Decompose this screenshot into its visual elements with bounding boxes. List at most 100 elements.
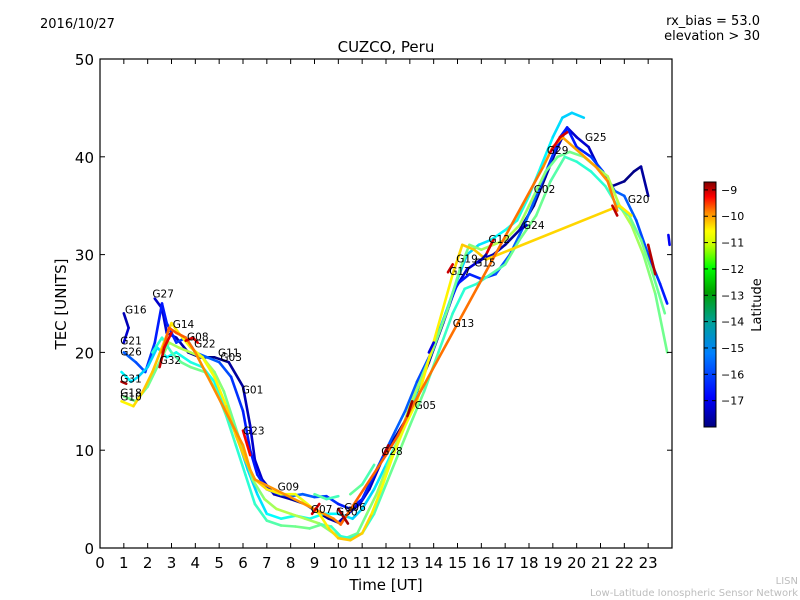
x-tick-label: 5	[214, 554, 224, 572]
series-segment	[339, 534, 352, 540]
series-segment	[391, 424, 407, 457]
series-segment	[613, 189, 626, 198]
satellite-label: G26	[120, 346, 142, 358]
series-segment	[549, 135, 562, 154]
rx-bias-label: rx_bias = 53.0	[666, 14, 760, 29]
series-segment	[627, 214, 643, 242]
series-segment	[234, 434, 247, 462]
satellite-label: G23	[243, 426, 265, 438]
series-segment	[272, 492, 293, 501]
series-segment	[458, 243, 471, 271]
series-segment	[518, 194, 536, 227]
series-segment	[122, 351, 138, 364]
series-segment	[217, 360, 233, 379]
series-layer	[120, 111, 671, 542]
series-segment	[336, 502, 352, 511]
satellite-label: G03	[220, 352, 242, 364]
series-segment	[289, 512, 307, 521]
series-segment	[384, 453, 400, 486]
series-segment	[165, 351, 178, 359]
series-segment	[651, 272, 667, 315]
series-segment	[382, 443, 390, 457]
satellite-label: G30	[336, 507, 358, 519]
series-segment	[484, 204, 621, 261]
x-tick-label: 21	[591, 554, 610, 572]
series-segment	[589, 170, 607, 188]
series-segment	[563, 155, 579, 163]
x-axis: 0 1 2 3 4 5 6 7 8 9 10 11 12 13 14 15 16 17 18 19 20 21 22 23	[95, 59, 658, 572]
series-segment	[303, 517, 321, 525]
series-segment	[141, 370, 154, 393]
series-segment	[642, 253, 657, 296]
x-tick-label: 22	[615, 554, 634, 572]
series-segment	[515, 194, 531, 222]
series-segment	[532, 175, 548, 207]
series-segment	[372, 463, 388, 491]
series-segment	[136, 365, 149, 379]
x-tick-label: 0	[95, 554, 105, 572]
series-segment	[241, 443, 252, 472]
y-tick-label: 10	[75, 442, 94, 460]
series-segment	[384, 434, 400, 457]
series-segment	[339, 453, 388, 526]
series-segment	[153, 302, 164, 344]
colorbar-tick-label: −14	[721, 316, 744, 329]
series-segment	[255, 492, 269, 516]
satellite-label: G18	[120, 387, 142, 399]
series-segment	[551, 116, 564, 139]
satellite-label: G16	[125, 304, 147, 316]
satellite-label: G25	[585, 132, 607, 144]
series-segment	[575, 160, 593, 173]
satellite-label: G19	[456, 253, 478, 265]
series-segment	[406, 399, 414, 418]
series-segment	[518, 224, 528, 232]
series-segment	[415, 272, 455, 403]
series-segment	[477, 253, 488, 264]
series-segment	[630, 224, 645, 256]
series-segment	[229, 375, 245, 413]
series-segment	[122, 326, 130, 344]
series-segment	[408, 390, 426, 428]
series-segment	[251, 478, 266, 501]
series-segment	[646, 243, 657, 276]
series-segment	[518, 214, 538, 242]
x-tick-label: 11	[353, 554, 372, 572]
x-tick-label: 10	[329, 554, 348, 572]
series-segment	[213, 370, 226, 393]
series-segment	[446, 267, 462, 310]
series-segment	[437, 311, 455, 354]
series-segment	[248, 468, 257, 481]
series-segment	[332, 517, 343, 526]
x-tick-label: 13	[400, 554, 419, 572]
series-segment	[191, 336, 199, 344]
colorbar-tick-label: −13	[721, 289, 744, 302]
series-segment	[248, 424, 257, 462]
satellite-label: G08	[187, 332, 209, 344]
series-segment	[120, 399, 135, 408]
series-segment	[336, 507, 350, 525]
series-segment	[120, 370, 133, 384]
colorbar-label: Latitude	[750, 278, 765, 332]
series-segment	[167, 326, 178, 335]
series-segment	[370, 487, 383, 516]
series-segment	[360, 487, 376, 511]
satellite-label: G28	[381, 446, 403, 458]
series-segment	[348, 531, 364, 542]
series-segment	[606, 175, 621, 207]
series-segment	[356, 512, 369, 535]
series-segment	[313, 492, 328, 501]
x-tick-label: 18	[519, 554, 538, 572]
y-tick-label: 0	[84, 540, 94, 558]
colorbar: −9 −10 −11 −12 −13 −14 −15 −16 −17 Latitude	[703, 181, 765, 428]
series-segment	[606, 180, 619, 212]
series-segment	[396, 424, 412, 457]
series-segment	[170, 351, 183, 364]
series-segment	[565, 126, 579, 149]
series-segment	[179, 360, 192, 369]
series-segment	[451, 287, 467, 315]
series-segment	[653, 292, 669, 354]
series-segment	[327, 527, 340, 540]
series-segment	[227, 360, 245, 388]
series-segment	[308, 512, 326, 521]
x-tick-label: 23	[639, 554, 658, 572]
